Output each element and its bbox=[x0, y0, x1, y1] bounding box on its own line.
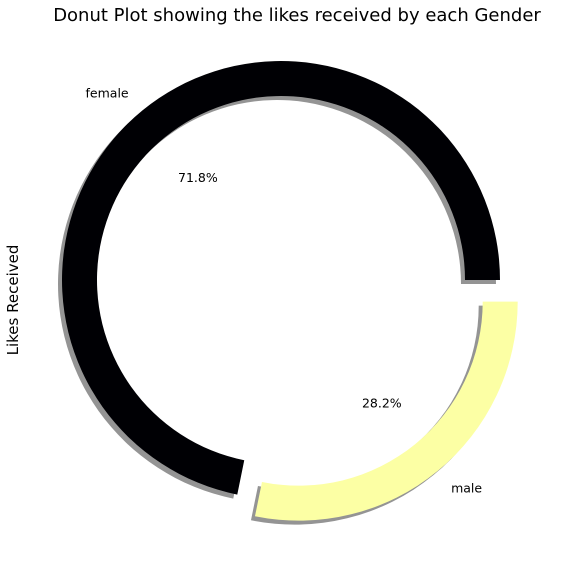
donut-slices bbox=[61, 60, 518, 521]
slice-labels: female 71.8% male 28.2% bbox=[86, 85, 483, 495]
y-axis-label: Likes Received bbox=[4, 245, 22, 356]
chart-title: Donut Plot showing the likes received by… bbox=[53, 5, 541, 26]
slice-label-male: male bbox=[451, 480, 482, 495]
slice-male bbox=[254, 301, 518, 521]
percent-label-female: 71.8% bbox=[178, 170, 218, 185]
slice-label-female: female bbox=[86, 85, 129, 100]
percent-label-male: 28.2% bbox=[362, 395, 402, 410]
